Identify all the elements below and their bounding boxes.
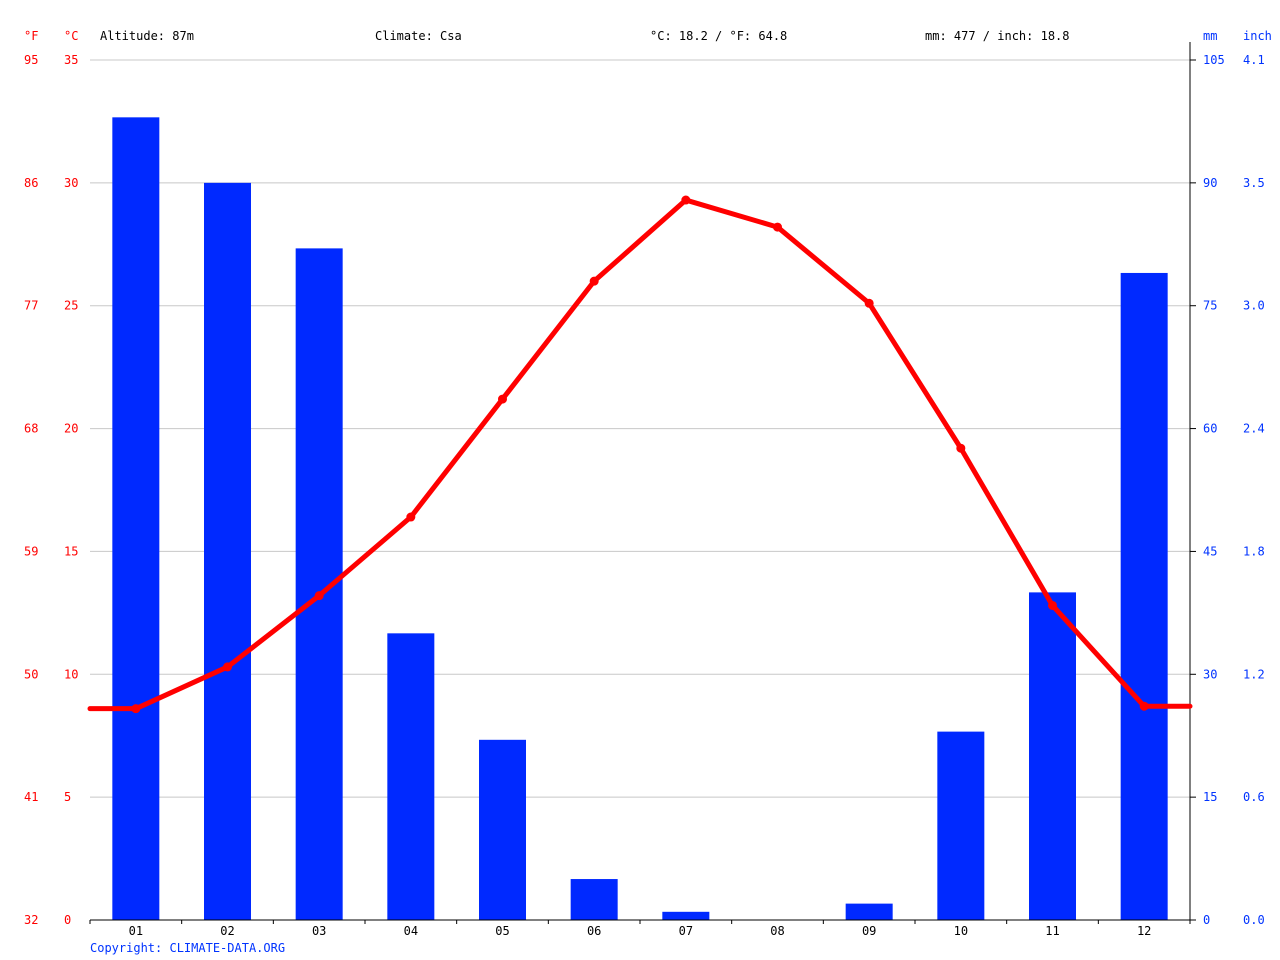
- gridlines: [90, 59, 1190, 798]
- celsius-tick-label: 10: [64, 667, 78, 681]
- temperature-point: [681, 195, 691, 205]
- month-tick-label: 01: [129, 924, 143, 938]
- fahrenheit-tick-label: 77: [24, 299, 38, 313]
- month-axis: 01 02 03 04 05 06 07 08 09 10 11 12: [89, 919, 1191, 938]
- inch-tick-label: 1.8: [1243, 544, 1265, 558]
- inch-tick-label: 3.5: [1243, 176, 1265, 190]
- mm-tick-label: 105: [1203, 53, 1225, 67]
- temperature-point: [406, 512, 416, 522]
- month-tick-label: 05: [495, 924, 509, 938]
- mm-tick-label: 0: [1203, 913, 1210, 927]
- celsius-tick-label: 0: [64, 913, 71, 927]
- celsius-tick-label: 15: [64, 544, 78, 558]
- month-tick-label: 08: [770, 924, 784, 938]
- month-tick-label: 10: [954, 924, 968, 938]
- temperature-point: [864, 298, 874, 308]
- temperature-point: [1048, 600, 1057, 610]
- precipitation-bar: [937, 731, 985, 920]
- precipitation-bar: [570, 879, 618, 920]
- temperature-point: [498, 394, 507, 404]
- precipitation-bar: [387, 633, 435, 920]
- fahrenheit-unit-label: °F: [24, 29, 38, 43]
- fahrenheit-tick-label: 32: [24, 913, 38, 927]
- month-tick-label: 12: [1137, 924, 1151, 938]
- celsius-tick-label: 30: [64, 176, 78, 190]
- precipitation-bar: [1120, 272, 1168, 920]
- fahrenheit-tick-label: 68: [24, 422, 38, 436]
- temperature-axis: 95 35 86 30 77 25 68 20 59 15 50 10 41 5 32 0: [24, 53, 78, 927]
- fahrenheit-tick-label: 86: [24, 176, 38, 190]
- fahrenheit-tick-label: 50: [24, 667, 38, 681]
- mm-tick-label: 60: [1203, 422, 1217, 436]
- temperature-line: [87, 195, 1193, 714]
- temperature-point: [1139, 701, 1149, 711]
- fahrenheit-tick-label: 95: [24, 53, 38, 67]
- mm-tick-label: 15: [1203, 790, 1217, 804]
- temperature-point: [314, 591, 324, 601]
- mm-tick-label: 90: [1203, 176, 1217, 190]
- month-tick-label: 11: [1045, 924, 1059, 938]
- temperature-point: [131, 704, 141, 714]
- celsius-tick-label: 25: [64, 299, 78, 313]
- celsius-tick-label: 5: [64, 790, 71, 804]
- copyright-text: Copyright: CLIMATE-DATA.ORG: [90, 941, 285, 955]
- temperature-point: [223, 662, 232, 672]
- precipitation-bar: [1029, 592, 1076, 920]
- climate-label: Climate: Csa: [375, 29, 462, 43]
- month-tick-label: 03: [312, 924, 326, 938]
- temperature-point: [589, 276, 599, 286]
- mm-unit-label: mm: [1203, 29, 1217, 43]
- inch-tick-label: 2.4: [1243, 422, 1265, 436]
- month-tick-label: 06: [587, 924, 601, 938]
- precipitation-axis: 105 4.1 90 3.5 75 3.0 60 2.4 45 1.8 30 1.2 15 0.6 0 0.0: [1189, 42, 1265, 927]
- celsius-unit-label: °C: [64, 29, 78, 43]
- inch-tick-label: 3.0: [1243, 299, 1265, 313]
- precipitation-bar: [479, 739, 526, 920]
- fahrenheit-tick-label: 41: [24, 790, 38, 804]
- precipitation-bar: [112, 117, 160, 921]
- temperature-point: [773, 222, 782, 232]
- precipitation-bar: [204, 182, 251, 920]
- precipitation-bar: [662, 911, 710, 920]
- month-tick-label: 02: [220, 924, 234, 938]
- mm-tick-label: 75: [1203, 299, 1217, 313]
- inch-tick-label: 0.6: [1243, 790, 1265, 804]
- fahrenheit-tick-label: 59: [24, 544, 38, 558]
- altitude-label: Altitude: 87m: [100, 29, 194, 43]
- temperature-series-line: [87, 197, 1193, 712]
- temperature-point: [956, 443, 966, 453]
- celsius-tick-label: 35: [64, 53, 78, 67]
- precipitation-total-label: mm: 477 / inch: 18.8: [925, 29, 1070, 43]
- month-tick-label: 09: [862, 924, 876, 938]
- month-tick-label: 07: [679, 924, 693, 938]
- inch-unit-label: inch: [1243, 29, 1272, 43]
- average-temperature-label: °C: 18.2 / °F: 64.8: [650, 29, 787, 43]
- mm-tick-label: 45: [1203, 544, 1217, 558]
- month-tick-label: 04: [404, 924, 418, 938]
- precipitation-bar: [845, 903, 893, 920]
- celsius-tick-label: 20: [64, 422, 78, 436]
- mm-tick-label: 30: [1203, 667, 1217, 681]
- inch-tick-label: 1.2: [1243, 667, 1265, 681]
- inch-tick-label: 4.1: [1243, 53, 1265, 67]
- inch-tick-label: 0.0: [1243, 913, 1265, 927]
